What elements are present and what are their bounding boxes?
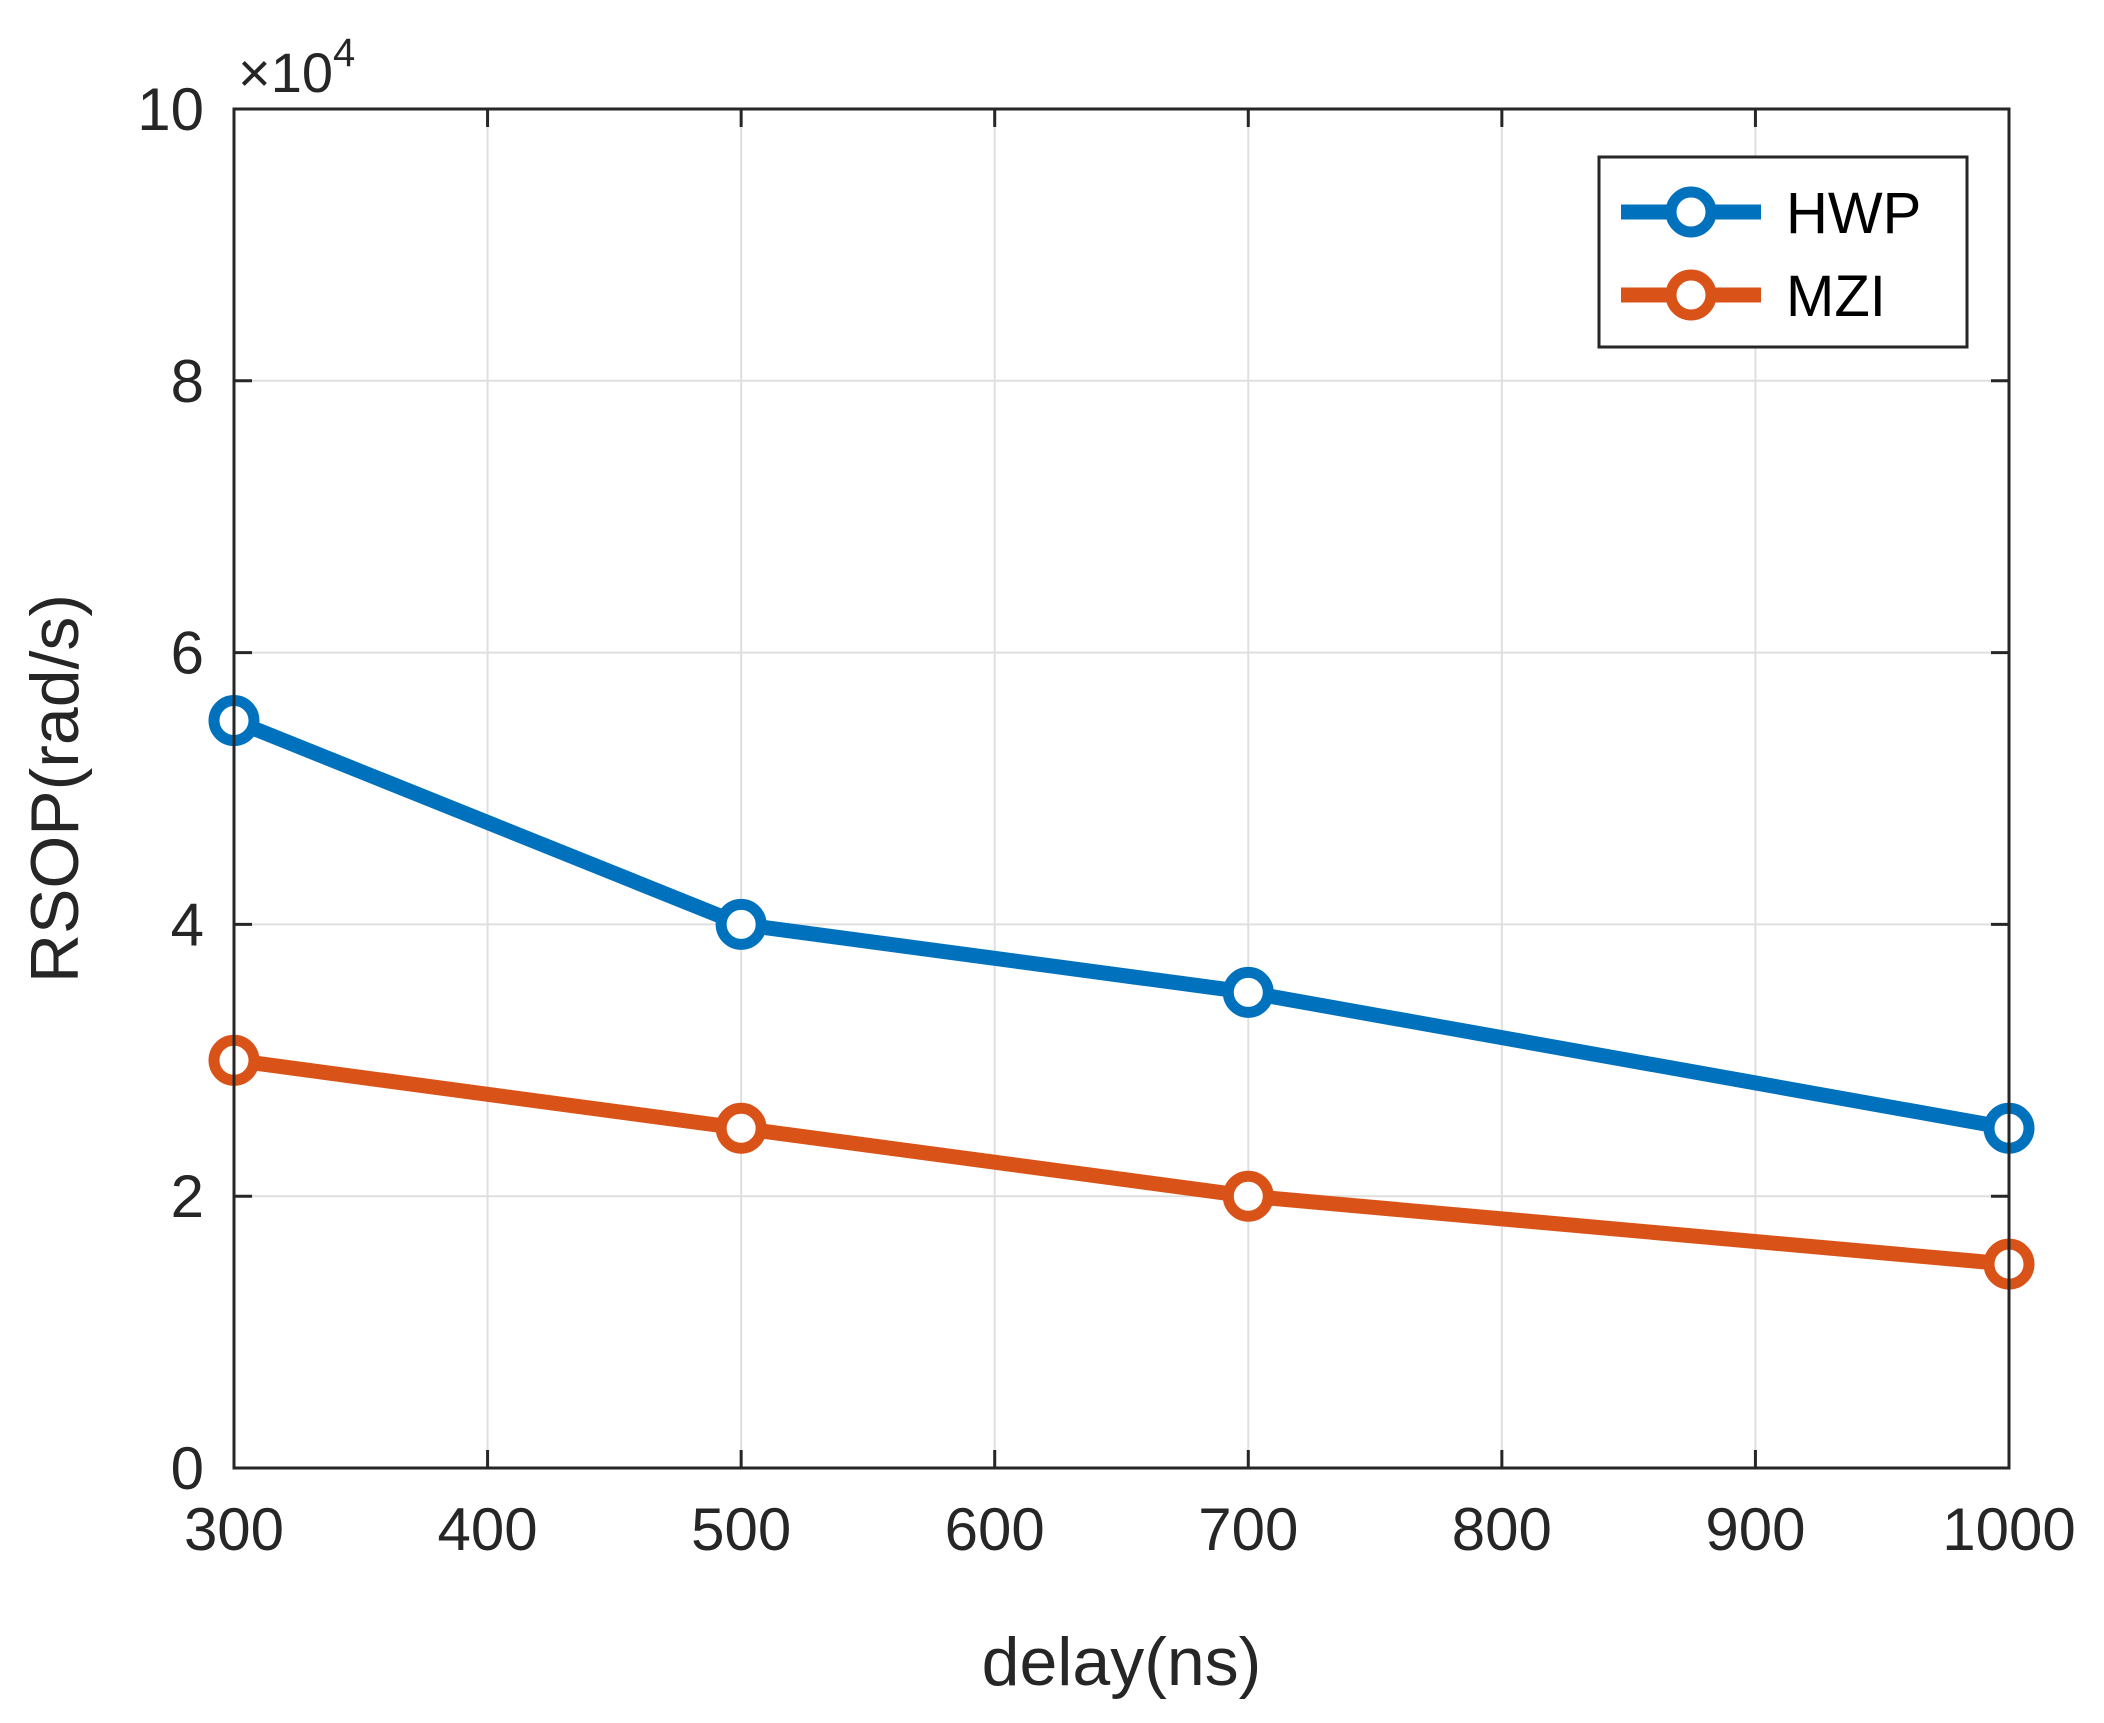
legend-marker-hwp bbox=[1665, 186, 1717, 238]
x-tick-label: 800 bbox=[1452, 1496, 1552, 1563]
x-tick-label: 300 bbox=[184, 1496, 284, 1563]
data-point-mzi bbox=[715, 1102, 767, 1154]
x-tick-label: 500 bbox=[691, 1496, 791, 1563]
axis-ticks: 300 400 500 600 700 800 900 1000 0 2 4 6 8 10 bbox=[137, 76, 2075, 1563]
y-tick-label: 2 bbox=[171, 1163, 204, 1230]
data-point-hwp bbox=[715, 898, 767, 950]
legend-label-hwp: HWP bbox=[1786, 181, 1921, 246]
y-tick-label: 10 bbox=[137, 76, 204, 143]
legend-marker-mzi bbox=[1665, 269, 1717, 321]
y-tick-label: 4 bbox=[171, 891, 204, 958]
x-tick-label: 400 bbox=[438, 1496, 538, 1563]
x-tick-label: 700 bbox=[1198, 1496, 1298, 1563]
y-axis-multiplier-base: ×10 bbox=[238, 41, 333, 104]
y-tick-label: 8 bbox=[171, 348, 204, 415]
data-point-mzi bbox=[1222, 1170, 1274, 1222]
data-point-hwp bbox=[1222, 966, 1274, 1018]
x-tick-label: 900 bbox=[1705, 1496, 1805, 1563]
series-lines bbox=[208, 695, 2035, 1290]
plot-area-frame bbox=[232, 107, 2011, 1470]
x-tick-label: 1000 bbox=[1942, 1496, 2075, 1563]
series-line-hwp bbox=[226, 713, 2017, 1136]
legend-box bbox=[1597, 155, 1969, 349]
y-axis-label: RSOP(rad/s) bbox=[17, 594, 93, 983]
legend: HWP MZI bbox=[1597, 155, 1969, 349]
y-tick-label: 0 bbox=[171, 1435, 204, 1502]
y-axis-multiplier: ×104 bbox=[238, 31, 355, 104]
y-tick-label: 6 bbox=[171, 620, 204, 687]
legend-label-mzi: MZI bbox=[1786, 264, 1886, 329]
x-tick-label: 600 bbox=[945, 1496, 1045, 1563]
series-line-mzi bbox=[226, 1052, 2017, 1272]
x-axis-label: delay(ns) bbox=[982, 1624, 1262, 1700]
y-axis-multiplier-exponent: 4 bbox=[333, 31, 355, 75]
